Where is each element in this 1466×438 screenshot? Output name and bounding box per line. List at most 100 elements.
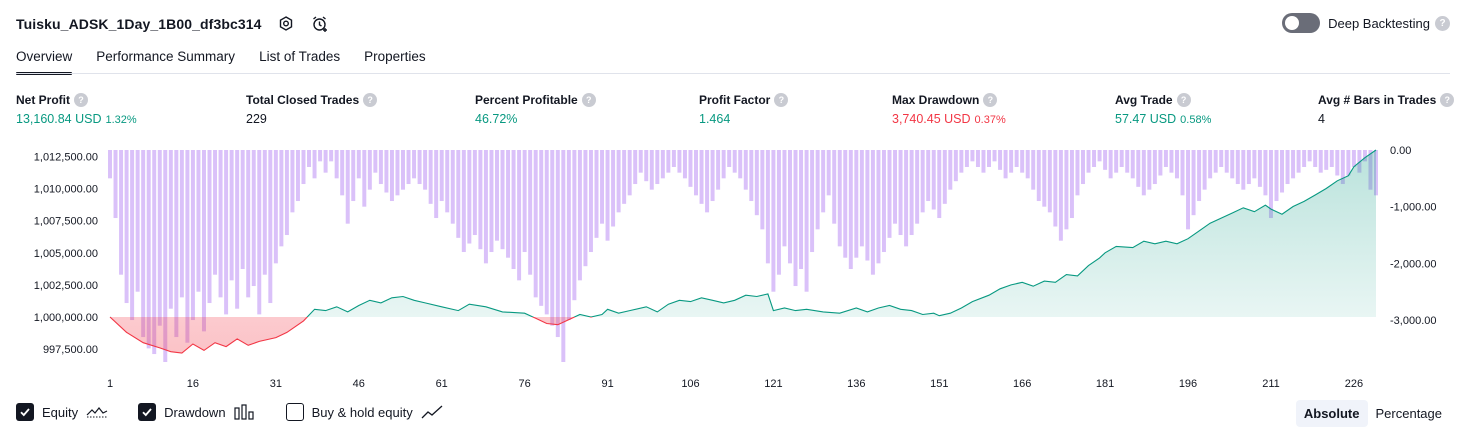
help-icon[interactable]: ? bbox=[1435, 15, 1450, 31]
drawdown-bar bbox=[262, 150, 267, 275]
drawdown-bar bbox=[1158, 150, 1163, 176]
drawdown-bar bbox=[622, 150, 627, 204]
drawdown-bar bbox=[832, 150, 837, 224]
left-axis-tick-label: 1,005,000.00 bbox=[34, 248, 98, 260]
drawdown-bar bbox=[528, 150, 533, 275]
drawdown-bar bbox=[865, 150, 870, 261]
equity-drawdown-chart[interactable]: 1,012,500.00 1,010,000.00 1,007,500.00 1,00… bbox=[0, 140, 1466, 392]
drawdown-bar bbox=[848, 150, 853, 270]
drawdown-bar bbox=[345, 150, 350, 224]
drawdown-bar bbox=[1274, 150, 1279, 202]
drawdown-bar bbox=[649, 150, 654, 190]
drawdown-bar bbox=[1340, 150, 1345, 185]
drawdown-bar bbox=[566, 150, 571, 321]
drawdown-bar bbox=[423, 150, 428, 190]
percentage-mode-button[interactable]: Percentage bbox=[1375, 406, 1443, 421]
help-icon[interactable]: ? bbox=[363, 93, 378, 107]
deep-backtesting-toggle[interactable] bbox=[1282, 13, 1321, 33]
absolute-mode-button[interactable]: Absolute bbox=[1295, 400, 1368, 427]
metric-value: 46.72% bbox=[475, 112, 518, 126]
drawdown-bar bbox=[1246, 150, 1251, 185]
drawdown-bar bbox=[870, 150, 875, 275]
metric-total-closed-trades: Total Closed Trades? 229 bbox=[246, 93, 378, 126]
drawdown-bar bbox=[1208, 150, 1213, 179]
tab-properties[interactable]: Properties bbox=[364, 49, 426, 64]
drawdown-bar bbox=[837, 150, 842, 247]
drawdown-bar bbox=[998, 150, 1003, 170]
equity-checkbox[interactable] bbox=[16, 403, 34, 421]
drawdown-bar bbox=[937, 150, 942, 219]
drawdown-bar bbox=[1064, 150, 1069, 230]
drawdown-bar bbox=[213, 150, 218, 275]
right-axis-tick-label: -2,000.00 bbox=[1390, 258, 1436, 270]
drawdown-bar bbox=[367, 150, 372, 190]
legend-equity[interactable]: Equity bbox=[16, 403, 108, 421]
settings-icon[interactable] bbox=[276, 14, 296, 34]
drawdown-bar bbox=[953, 150, 958, 182]
help-icon[interactable]: ? bbox=[74, 93, 88, 107]
tab-overview[interactable]: Overview bbox=[16, 46, 73, 75]
x-axis-tick-label: 46 bbox=[353, 378, 365, 390]
drawdown-bar bbox=[765, 150, 770, 264]
drawdown-bar bbox=[1169, 150, 1174, 173]
drawdown-bar bbox=[323, 150, 328, 173]
buy-hold-checkbox[interactable] bbox=[285, 403, 304, 421]
tab-performance-summary[interactable]: Performance Summary bbox=[96, 49, 236, 64]
drawdown-bar bbox=[1152, 150, 1157, 185]
drawdown-bar bbox=[1296, 150, 1301, 173]
drawdown-bar bbox=[1329, 150, 1334, 167]
drawdown-bar bbox=[550, 150, 555, 326]
drawdown-bar bbox=[113, 150, 118, 219]
help-icon[interactable]: ? bbox=[1440, 93, 1455, 107]
drawdown-bar bbox=[1346, 150, 1351, 176]
drawdown-bar bbox=[893, 150, 898, 224]
drawdown-bar bbox=[970, 150, 975, 162]
x-axis-tick-label: 121 bbox=[764, 378, 782, 390]
drawdown-bar bbox=[898, 150, 903, 236]
drawdown-bar bbox=[168, 150, 173, 309]
drawdown-bar bbox=[196, 150, 201, 292]
drawdown-bar bbox=[522, 150, 527, 253]
right-axis-tick-label: 0.00 bbox=[1390, 145, 1411, 157]
legend-buy-hold[interactable]: Buy & hold equity bbox=[285, 403, 443, 421]
drawdown-bar bbox=[1257, 150, 1262, 187]
drawdown-bar bbox=[174, 150, 179, 338]
tab-list-of-trades[interactable]: List of Trades bbox=[259, 49, 341, 64]
drawdown-bar bbox=[439, 150, 444, 202]
legend-drawdown[interactable]: Drawdown bbox=[138, 403, 255, 421]
drawdown-bar bbox=[1125, 150, 1130, 173]
drawdown-bar bbox=[290, 150, 295, 213]
drawdown-bar bbox=[301, 150, 306, 185]
drawdown-bar bbox=[1219, 150, 1224, 167]
drawdown-bar bbox=[716, 150, 721, 190]
help-icon[interactable]: ? bbox=[774, 93, 789, 107]
buy-hold-line-icon bbox=[421, 404, 443, 420]
drawdown-bar bbox=[1092, 150, 1097, 167]
drawdown-bar bbox=[1069, 150, 1074, 219]
x-axis-tick-label: 211 bbox=[1262, 378, 1280, 390]
drawdown-checkbox[interactable] bbox=[138, 403, 157, 421]
drawdown-bar bbox=[926, 150, 931, 202]
drawdown-bar bbox=[588, 150, 593, 253]
drawdown-bar bbox=[1263, 150, 1268, 196]
metric-net-profit: Net Profit? 13,160.84 USD 1.32% bbox=[16, 93, 137, 126]
help-icon[interactable]: ? bbox=[983, 93, 998, 107]
drawdown-bar bbox=[577, 150, 582, 281]
deep-backtesting: Deep Backtesting ? bbox=[1282, 13, 1450, 33]
x-axis-tick-label: 151 bbox=[930, 378, 948, 390]
x-axis-tick-label: 226 bbox=[1345, 378, 1363, 390]
drawdown-bar bbox=[594, 150, 599, 238]
drawdown-bar bbox=[1114, 150, 1119, 173]
x-axis-tick-label: 31 bbox=[270, 378, 282, 390]
drawdown-bar bbox=[356, 150, 361, 179]
drawdown-bar bbox=[964, 150, 969, 167]
drawdown-bar bbox=[721, 150, 726, 179]
drawdown-bar bbox=[1047, 150, 1052, 213]
x-axis-tick-label: 196 bbox=[1179, 378, 1197, 390]
equity-series bbox=[109, 149, 1377, 354]
help-icon[interactable]: ? bbox=[581, 93, 596, 107]
help-icon[interactable]: ? bbox=[1176, 93, 1191, 107]
drawdown-bar bbox=[572, 150, 577, 301]
add-alert-icon[interactable] bbox=[310, 14, 330, 34]
tabs-divider bbox=[16, 73, 1450, 74]
